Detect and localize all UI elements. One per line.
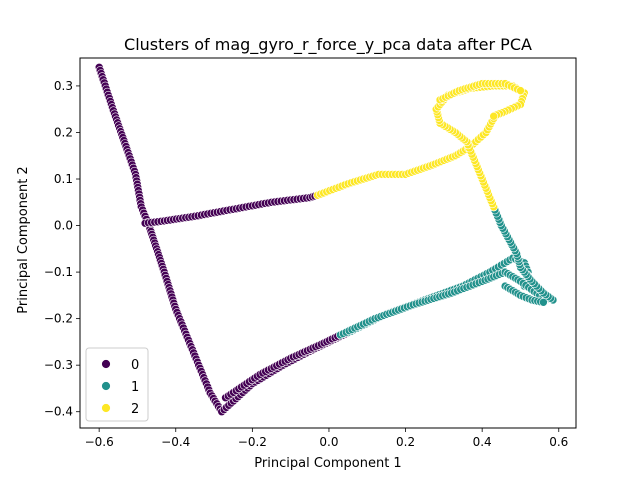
ticks-layer: −0.6 −0.4 −0.2 0.0 0.2 0.4 0.6 −0.4 −0.3 −0.2 −0.1… xyxy=(44,79,568,449)
y-tick-label: 0.2 xyxy=(54,125,73,139)
data-point xyxy=(539,297,548,307)
legend-label-0: 0 xyxy=(131,358,139,373)
y-tick-label: −0.1 xyxy=(44,265,73,279)
y-tick-label: 0.0 xyxy=(54,219,73,233)
series-1 xyxy=(336,202,558,340)
legend-marker-1 xyxy=(101,381,111,391)
data-point xyxy=(489,111,499,121)
legend-box xyxy=(85,347,149,422)
points-layer xyxy=(94,63,558,417)
x-tick-label: 0.6 xyxy=(549,435,568,449)
x-tick-label: 0.2 xyxy=(396,435,415,449)
legend-label-1: 1 xyxy=(131,380,139,395)
y-tick-label: 0.1 xyxy=(54,172,73,186)
series-2 xyxy=(313,79,529,212)
plot-area-frame xyxy=(79,57,577,429)
data-point xyxy=(516,86,525,95)
y-tick-label: −0.3 xyxy=(44,358,73,372)
y-tick-label: −0.4 xyxy=(44,405,73,419)
x-tick-label: 0.4 xyxy=(473,435,492,449)
x-axis-label: Principal Component 1 xyxy=(254,456,401,471)
legend-marker-0 xyxy=(101,359,111,369)
legend-marker-2 xyxy=(101,403,111,413)
series-0 xyxy=(94,63,353,417)
legend-label-2: 2 xyxy=(131,402,139,417)
y-tick-label: −0.2 xyxy=(44,312,73,326)
x-tick-label: 0.0 xyxy=(319,435,338,449)
y-tick-label: 0.3 xyxy=(54,79,73,93)
y-axis-label: Principal Component 2 xyxy=(16,166,31,313)
x-tick-label: −0.2 xyxy=(238,435,267,449)
x-tick-label: −0.4 xyxy=(161,435,190,449)
x-tick-label: −0.6 xyxy=(85,435,114,449)
chart-title: Clusters of mag_gyro_r_force_y_pca data … xyxy=(124,35,532,55)
legend: 0 1 2 xyxy=(85,347,149,422)
